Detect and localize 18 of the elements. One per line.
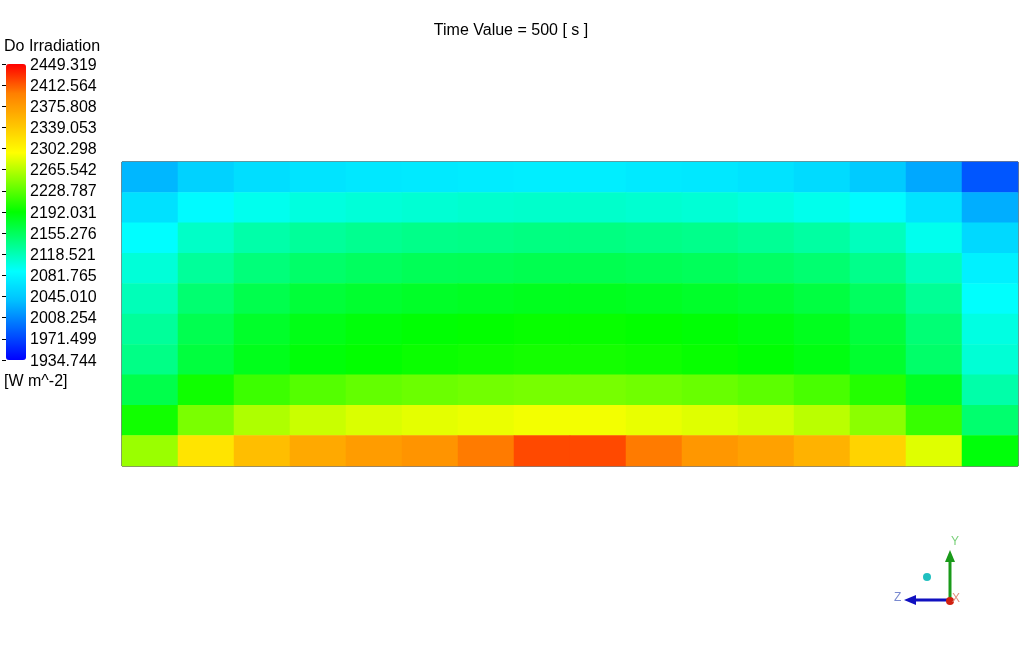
color-bar-label: 2339.053 (30, 118, 97, 136)
color-bar-label: 2192.031 (30, 203, 97, 221)
color-bar-label: 2008.254 (30, 309, 97, 327)
color-bar-label: 2265.542 (30, 161, 97, 179)
color-bar-label: 2155.276 (30, 224, 97, 242)
color-bar-label: 1971.499 (30, 330, 97, 348)
color-bar-label: 2045.010 (30, 288, 97, 306)
color-bar-label: 2302.298 (30, 140, 97, 158)
color-bar-label: 2412.564 (30, 76, 97, 94)
color-bar-label: 2228.787 (30, 182, 97, 200)
chart-title: Time Value = 500 [ s ] (433, 20, 589, 38)
color-bar-label: 2375.808 (30, 97, 97, 115)
color-bar-label: 2118.521 (30, 245, 96, 263)
color-bar-label: 1934.744 (30, 351, 97, 369)
color-bar-title: Do Irradiation (4, 37, 101, 55)
text: [W m^-2] (4, 372, 68, 390)
color-bar-label: 2081.765 (30, 266, 97, 284)
color-bar-label: 2449.319 (30, 55, 97, 73)
